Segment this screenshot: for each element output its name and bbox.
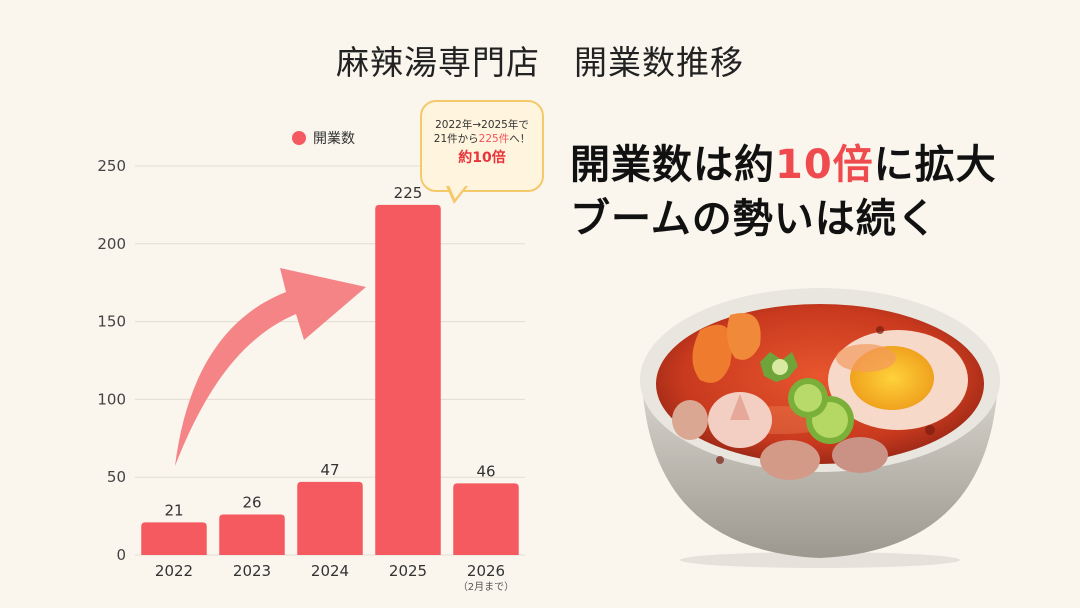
x-tick-label: 2026 (467, 562, 505, 580)
x-tick-label: 2023 (233, 562, 271, 580)
chart-bars (141, 204, 519, 555)
x-axis-ticks: 2022 2023 2024 2025 2026（2月まで） (155, 562, 514, 593)
x-tick-label: 2022 (155, 562, 193, 580)
headline-line-1-prefix: 開業数は約 (570, 142, 775, 188)
data-label: 26 (242, 494, 261, 512)
callout-line-1: 2022年→2025年で (435, 119, 529, 131)
callout-emphasis: 約10倍 (458, 150, 506, 166)
x-tick-label: 2025 (389, 562, 427, 580)
y-tick-label: 100 (97, 390, 126, 408)
data-label: 47 (320, 461, 339, 479)
trend-arrow-layer (175, 268, 366, 466)
x-tick-label: 2024 (311, 562, 349, 580)
bar (219, 514, 285, 555)
y-tick-label: 200 (97, 235, 126, 253)
headline-highlight: 10倍 (775, 142, 874, 188)
page-title: 麻辣湯専門店 開業数推移 (336, 43, 744, 82)
bar-chart: 0 50 100 150 200 250 21 26 47 225 46 2022 2023 2024… (97, 131, 525, 593)
headline-line-2: ブームの勢いは続く (570, 196, 938, 242)
legend-label: 開業数 (313, 131, 355, 147)
callout-highlight: 225件 (478, 133, 510, 145)
bar (297, 481, 363, 555)
callout-tail-inner (449, 185, 466, 199)
bar (453, 483, 519, 555)
headline-line-1-suffix: に拡大 (873, 142, 997, 188)
bar (141, 522, 207, 555)
y-tick-label: 50 (107, 468, 126, 486)
malatang-bowl-illustration (640, 288, 1000, 568)
data-label: 21 (164, 501, 183, 519)
data-labels: 21 26 47 225 46 (164, 184, 495, 519)
data-label: 46 (476, 462, 495, 480)
callout-bubble: 2022年→2025年で 21件から225件へ！ 約10倍 (420, 100, 544, 192)
callout-line-2-suffix: へ！ (509, 133, 531, 145)
legend-swatch (292, 131, 306, 145)
headline-line-1: 開業数は約10倍に拡大 (570, 138, 1070, 192)
headline: 開業数は約10倍に拡大 ブームの勢いは続く (570, 138, 1070, 246)
chart-legend: 開業数 (292, 131, 355, 147)
trend-arrow (175, 268, 366, 466)
y-tick-label: 250 (97, 157, 126, 175)
y-axis-ticks: 0 50 100 150 200 250 (97, 157, 126, 564)
bar (375, 204, 441, 555)
callout-line-2: 21件から225件へ！ (422, 132, 542, 146)
y-tick-label: 150 (97, 313, 126, 331)
data-label: 225 (394, 184, 423, 202)
callout-line-2-prefix: 21件から (433, 133, 479, 145)
y-tick-label: 0 (116, 546, 126, 564)
x-tick-note: （2月まで） (458, 581, 514, 593)
